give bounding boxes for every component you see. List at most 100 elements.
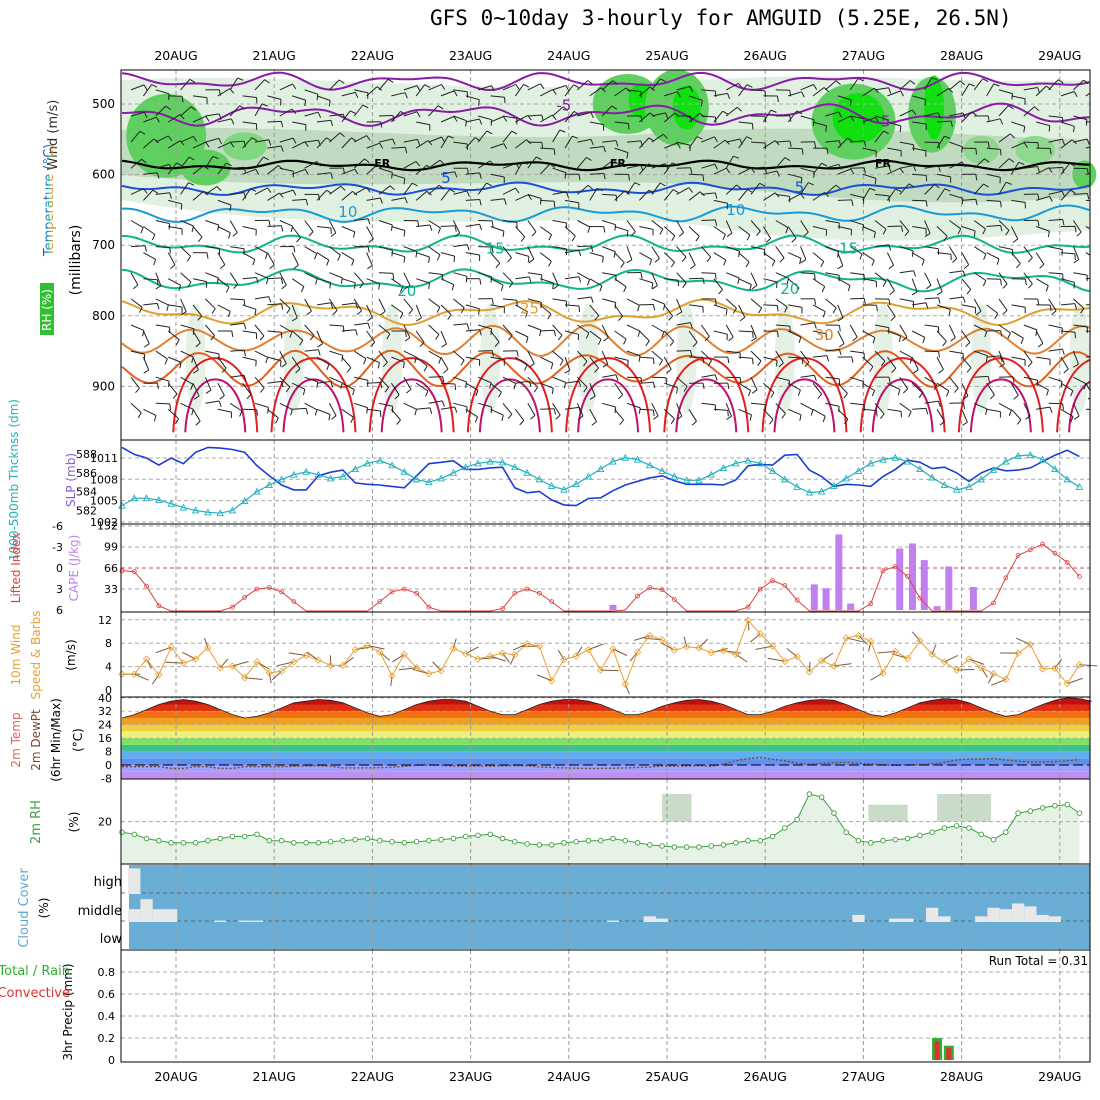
wind-barb-flag	[229, 204, 232, 211]
wind-barb	[639, 356, 654, 359]
wind-barb-flag	[268, 220, 271, 227]
wind-barb-flag	[1049, 196, 1053, 202]
wind-barb	[949, 80, 961, 91]
rh-point	[278, 837, 285, 844]
wind-barb	[639, 226, 654, 230]
wind-barb	[986, 355, 1001, 358]
wind-barb-flag	[551, 388, 554, 395]
li-tick: 6	[56, 604, 63, 617]
li-point	[254, 586, 260, 592]
wind-barb-flag	[442, 376, 445, 383]
wind-barb-flag	[987, 141, 990, 148]
wind-barb-flag	[417, 220, 420, 227]
wind-barb-flag	[466, 244, 470, 251]
wind-barb-flag	[800, 259, 807, 264]
wind-barb	[378, 298, 386, 312]
wind-barb	[527, 193, 542, 199]
wind-barb-flag	[954, 387, 959, 393]
wind-point	[965, 655, 973, 663]
cloud-mid-bar	[1024, 906, 1037, 922]
wind-barb	[936, 226, 948, 237]
wind-barb-flag	[260, 387, 265, 393]
wind-barb	[378, 402, 393, 407]
wind-barb	[428, 159, 441, 169]
wind-barb	[1072, 220, 1082, 233]
temp-tick: 0	[105, 759, 112, 772]
rh-point	[757, 837, 764, 844]
wind-barb-flag	[500, 284, 504, 292]
wind-barb	[564, 304, 580, 307]
wind-barb	[849, 78, 859, 91]
wind-barb-flag	[527, 194, 532, 200]
cape-bar	[969, 586, 977, 610]
wind-barb	[229, 220, 238, 233]
wind-barb-flag	[1023, 142, 1028, 148]
thickness-point	[461, 463, 470, 471]
wind-barb	[1048, 218, 1063, 221]
wind-barb	[837, 137, 848, 149]
wind-barb	[614, 226, 629, 232]
rh-point	[1027, 808, 1034, 814]
wind-barb	[527, 156, 537, 169]
wind-barb-flag	[1074, 226, 1077, 233]
wind-barb	[725, 403, 732, 417]
wind-barb-flag	[1074, 303, 1077, 310]
rh-point	[647, 842, 653, 848]
wind-point	[879, 669, 887, 677]
wind-barb-flag	[962, 395, 969, 400]
wind-barb-flag	[859, 253, 863, 260]
wind-barb	[961, 111, 972, 123]
wind-barb-flag	[280, 277, 284, 284]
li-point	[279, 589, 284, 595]
wind-barb	[850, 402, 865, 406]
wind-barb	[614, 356, 629, 361]
wind-barb-flag	[718, 289, 723, 295]
wind-barb	[601, 350, 609, 365]
wind-barb	[577, 157, 587, 169]
wind-barb	[614, 304, 624, 317]
temp-tick: 8	[105, 746, 112, 759]
isotherm-minus10	[121, 71, 1090, 92]
wind-barb	[465, 252, 480, 256]
wind-barb-flag	[746, 136, 753, 140]
wind-barb-flag	[226, 162, 232, 167]
wind-barb-flag	[243, 192, 247, 199]
wind-barb-flag	[723, 259, 727, 266]
wind-barb	[478, 402, 492, 408]
wind-barb	[812, 382, 823, 395]
wind-barb-flag	[722, 110, 729, 115]
cape-bar	[810, 584, 818, 610]
wind-barb	[465, 137, 476, 149]
wind-barb-flag	[356, 310, 362, 316]
wind-barb	[825, 402, 840, 407]
rh-point	[941, 825, 948, 831]
wind-barb-flag	[702, 174, 705, 181]
isotherm-15	[121, 234, 1090, 254]
wind-barb	[242, 168, 256, 175]
cloud-mid-bar	[250, 920, 264, 922]
wind-barb-flag	[659, 228, 664, 235]
wind-barb	[998, 89, 1013, 95]
wind-barb	[341, 408, 354, 418]
wind-barb	[862, 330, 876, 339]
wind-barb	[428, 246, 441, 256]
wind-barb-flag	[364, 158, 370, 163]
wind-barb-flag	[904, 230, 910, 237]
wind-barb	[1048, 115, 1063, 118]
wind-barb	[304, 111, 319, 117]
wind-barb-flag	[925, 175, 928, 182]
wind-barb	[453, 115, 467, 122]
wind-barb	[663, 162, 673, 175]
wind-barb	[949, 161, 963, 169]
wind-barb-flag	[702, 357, 705, 364]
wind-barb-flag	[451, 284, 455, 291]
wind-barb-flag	[619, 419, 624, 426]
wind-barb-flag	[615, 140, 619, 147]
wind-barb-flag	[175, 339, 180, 346]
wind-barb-flag	[529, 363, 535, 368]
wind-barb	[254, 103, 263, 117]
wind-barb	[936, 120, 952, 123]
wind-barb	[787, 252, 802, 259]
wind-barb	[676, 220, 685, 233]
wind-barb-flag	[1061, 138, 1065, 145]
